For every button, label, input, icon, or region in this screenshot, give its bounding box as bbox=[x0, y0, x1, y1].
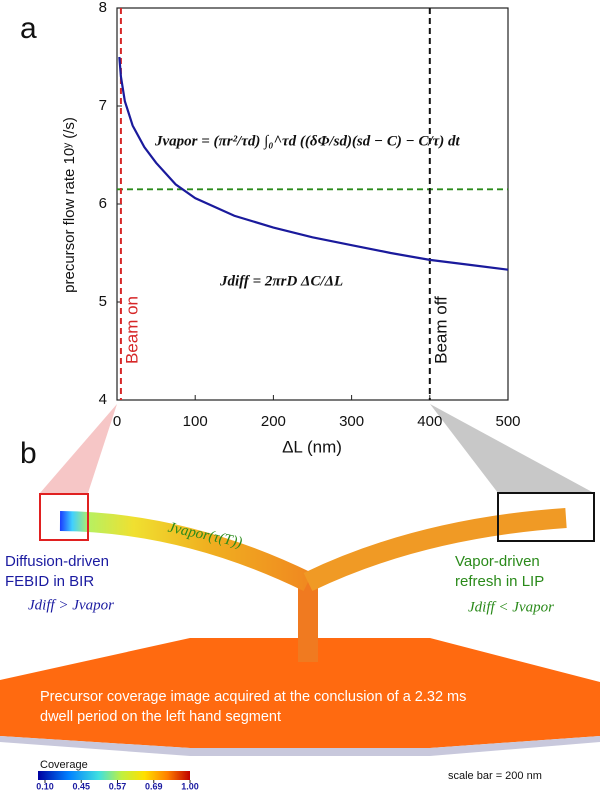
colorbar-tick-label: 0.69 bbox=[145, 781, 163, 790]
caption: Precursor coverage image acquired at the… bbox=[40, 689, 466, 705]
y-tick-label: 5 bbox=[99, 293, 107, 310]
x-axis-label: ΔL (nm) bbox=[282, 437, 342, 456]
x-tick-label: 0 bbox=[113, 413, 121, 430]
x-tick-label: 100 bbox=[183, 413, 208, 430]
x-tick-label: 200 bbox=[261, 413, 286, 430]
equation: Jdiff = 2πrD ΔC/ΔL bbox=[219, 273, 343, 289]
zoom-wedge bbox=[40, 404, 117, 493]
reference-label: Beam on bbox=[122, 296, 141, 364]
left-arm bbox=[59, 511, 313, 591]
y-tick-label: 7 bbox=[99, 97, 107, 114]
relation: Jdiff < Jvapor bbox=[468, 599, 554, 615]
x-tick-label: 500 bbox=[495, 413, 520, 430]
note: FEBID in BIR bbox=[5, 573, 94, 590]
zoom-wedge bbox=[430, 404, 594, 493]
colorbar-tick-label: 0.45 bbox=[72, 781, 90, 790]
colorbar-tick-label: 0.10 bbox=[36, 781, 54, 790]
right-arm bbox=[303, 508, 567, 592]
x-tick-label: 300 bbox=[339, 413, 364, 430]
y-tick-label: 6 bbox=[99, 195, 107, 212]
zoom-box bbox=[497, 492, 595, 542]
caption: dwell period on the left hand segment bbox=[40, 709, 281, 725]
stem bbox=[298, 582, 318, 662]
scale-bar-label: scale bar = 200 nm bbox=[448, 770, 542, 782]
colorbar-tick-label: 1.00 bbox=[181, 781, 199, 790]
note: Vapor-driven bbox=[455, 553, 540, 570]
colorbar bbox=[38, 771, 190, 780]
y-axis-label: precursor flow rate 10ʸ (/s) bbox=[61, 117, 78, 293]
panel-label: a bbox=[20, 12, 37, 45]
colorbar-title: Coverage bbox=[40, 759, 88, 771]
zoom-box bbox=[39, 493, 89, 541]
equation: Jvapor = (πr²/τd) ∫₀^τd ((δΦ/sd)(sd − C)… bbox=[154, 133, 461, 149]
x-tick-label: 400 bbox=[417, 413, 442, 430]
y-tick-label: 4 bbox=[99, 391, 107, 408]
data-line bbox=[118, 56, 509, 271]
note: Diffusion-driven bbox=[5, 553, 109, 570]
relation: Jdiff > Jvapor bbox=[28, 597, 114, 613]
colorbar-tick-label: 0.57 bbox=[109, 781, 127, 790]
note: refresh in LIP bbox=[455, 573, 544, 590]
y-tick-label: 8 bbox=[99, 0, 107, 16]
reference-label: Beam off bbox=[431, 296, 450, 364]
substrate-edge bbox=[0, 736, 600, 756]
substrate bbox=[0, 638, 600, 748]
panel-label: b bbox=[20, 437, 37, 470]
